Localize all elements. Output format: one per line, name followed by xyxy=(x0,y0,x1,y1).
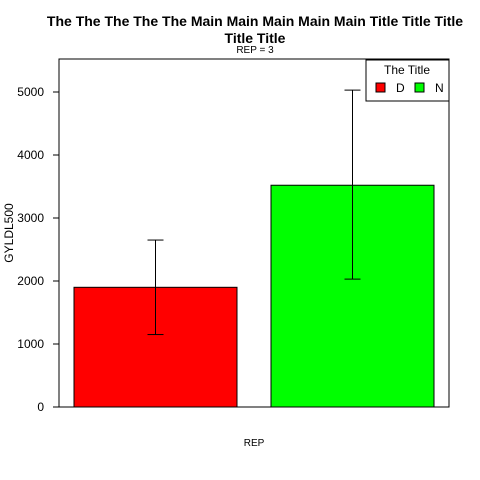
legend: The Title D N xyxy=(365,59,450,102)
y-tick-label: 3000 xyxy=(17,211,44,225)
legend-swatch-N xyxy=(414,82,425,93)
y-tick-label: 4000 xyxy=(17,148,44,162)
y-axis: 0 1000 2000 3000 4000 5000 xyxy=(17,85,59,414)
legend-label-D: D xyxy=(396,81,405,95)
legend-box xyxy=(365,59,450,102)
legend-label-N: N xyxy=(435,81,444,95)
legend-title: The Title xyxy=(384,63,430,77)
errorbars-layer xyxy=(147,89,361,336)
y-axis-label: GYLDL500 xyxy=(2,203,16,263)
bars-layer xyxy=(73,184,435,408)
chart-title-line1: The The The The The Main Main Main Main … xyxy=(47,13,463,29)
y-tick-label: 0 xyxy=(37,400,44,414)
y-tick-label: 1000 xyxy=(17,337,44,351)
plot-area-frame xyxy=(58,58,450,408)
x-axis-label: REP xyxy=(244,438,265,449)
chart-subtitle: REP = 3 xyxy=(236,45,274,56)
y-tick-label: 2000 xyxy=(17,274,44,288)
y-tick-label: 5000 xyxy=(17,85,44,99)
legend-swatch-D xyxy=(375,82,386,93)
chart-title-line2: Title Title xyxy=(225,30,286,46)
